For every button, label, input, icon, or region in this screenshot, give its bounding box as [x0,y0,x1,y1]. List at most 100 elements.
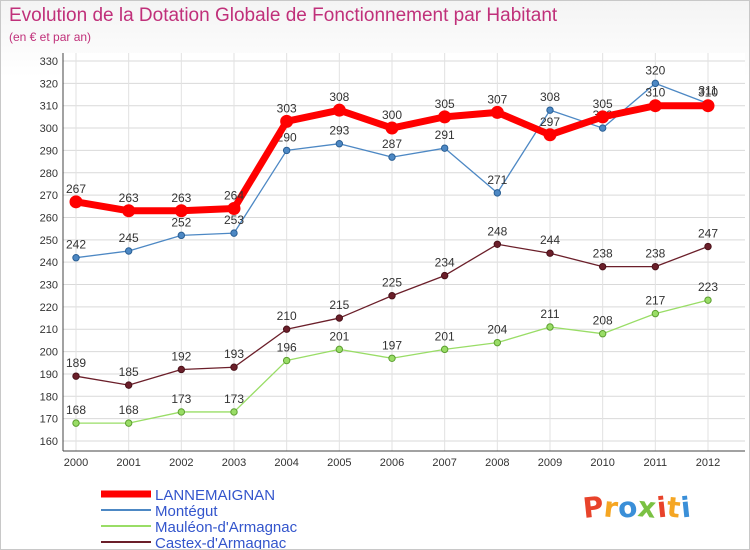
data-label: 242 [66,238,86,252]
y-tick-label: 240 [40,257,58,269]
data-label: 201 [329,329,349,343]
data-point [72,254,80,262]
data-point [335,345,344,354]
x-tick-label: 2004 [274,457,298,469]
y-tick-label: 320 [40,78,58,90]
legend-label: Mauléon-d'Armagnac [155,519,298,536]
legend-label: LANNEMAIGNAN [155,487,275,504]
legend-label: Castex-d'Armagnac [155,535,287,549]
data-point [385,121,399,135]
x-tick-label: 2010 [590,457,614,469]
data-label: 305 [593,97,613,111]
data-point [651,79,660,88]
x-tick-label: 2008 [485,457,509,469]
data-label: 293 [329,124,349,138]
data-label: 300 [382,108,402,122]
data-point [335,140,344,148]
data-point [546,106,554,114]
data-point [230,408,238,416]
data-point [69,195,83,209]
y-tick-label: 230 [40,280,58,292]
data-point [124,419,133,427]
data-point [704,242,712,251]
data-label: 234 [435,256,455,270]
data-point [72,372,80,380]
data-label: 271 [487,173,507,187]
data-label: 297 [540,115,560,129]
x-tick-label: 2007 [432,457,456,469]
data-point [598,262,607,271]
y-tick-label: 170 [40,414,58,426]
data-label: 217 [645,294,665,308]
chart-title: Evolution de la Dotation Globale de Fonc… [9,5,558,26]
data-point [596,110,610,124]
x-tick-label: 2000 [64,457,88,469]
x-tick-label: 2012 [696,457,720,469]
legend-label: Montégut [155,503,218,520]
data-point [282,146,291,155]
data-point [230,229,238,237]
y-tick-label: 200 [40,347,58,359]
data-point [651,309,660,318]
y-tick-label: 270 [40,190,58,202]
chart-subtitle: (en € et par an) [9,30,92,44]
data-point [177,231,186,240]
data-point [493,338,502,347]
data-label: 189 [66,356,86,370]
y-tick-label: 330 [40,56,58,68]
x-tick-label: 2011 [644,457,668,469]
data-label: 307 [487,92,507,106]
data-label: 310 [645,86,665,100]
data-label: 168 [119,403,139,417]
data-label: 311 [698,83,717,97]
data-point [282,356,291,365]
data-point [124,247,133,255]
data-point [230,363,238,371]
y-tick-label: 220 [40,302,58,314]
data-point [227,202,241,216]
data-point [543,128,557,142]
data-label: 264 [224,189,244,203]
data-label: 225 [382,276,402,290]
data-label: 201 [435,329,455,343]
data-point [490,105,504,119]
data-label: 168 [66,403,86,417]
data-label: 308 [329,90,349,104]
x-tick-label: 2003 [222,457,246,469]
series-castex-d-armagnac: 189 185 192 193 210 215 225 234 248 244 238 238 247 [66,224,718,389]
data-point [493,240,502,248]
data-label: 185 [119,365,139,379]
data-label: 197 [382,338,402,352]
data-label: 173 [224,392,244,406]
data-point [598,124,607,132]
data-label: 238 [593,247,613,261]
series-maul-on-d-armagnac: 168 168 173 173 196 201 197 201 204 211 208 217 223 [66,280,718,427]
x-tick-label: 2006 [380,457,404,469]
proxiti-logo: Proxiti [581,490,692,525]
y-tick-label: 280 [40,168,58,180]
data-point [440,144,449,152]
data-label: 305 [435,97,455,111]
data-point [701,99,715,113]
data-point [177,408,186,416]
data-point [651,262,660,271]
data-point [124,381,133,389]
data-point [704,296,712,304]
data-label: 308 [540,90,560,104]
series-lannemaignan: 267 263 263 264 303 308 300 305 307 297 305 310 310 [66,86,718,218]
data-label: 210 [277,309,297,323]
data-label: 208 [593,314,613,328]
data-point [440,345,449,354]
data-point [493,189,502,197]
y-tick-label: 190 [40,369,58,381]
x-tick-label: 2005 [327,457,351,469]
data-label: 247 [698,227,718,241]
data-point [546,249,554,257]
data-label: 263 [171,191,191,205]
data-label: 245 [119,231,139,245]
data-point [174,204,188,218]
data-point [440,271,449,280]
data-label: 267 [66,182,86,196]
